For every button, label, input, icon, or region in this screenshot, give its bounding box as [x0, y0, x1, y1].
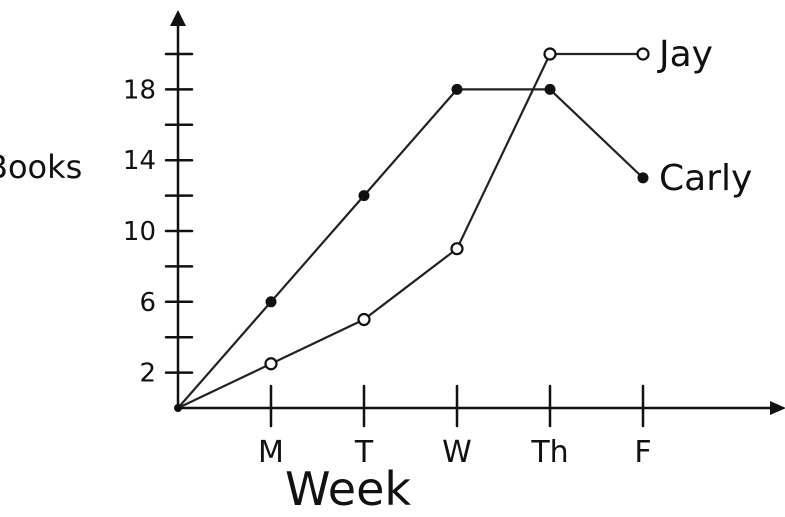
y-tick-label-14: 14: [123, 146, 156, 176]
data-point-jay-m: [264, 357, 278, 371]
series-line-carly: [177, 88, 644, 409]
x-axis-arrow-icon: [770, 401, 785, 415]
series-label-carly: Carly: [659, 158, 752, 199]
x-tick-label-th: Th: [530, 435, 568, 470]
labels: Week Books: [0, 148, 411, 516]
data-point-jay-t: [357, 312, 371, 327]
axes: [170, 10, 785, 415]
data-point-carly-m: [265, 296, 277, 308]
x-axis-title: Week: [285, 462, 411, 512]
y-tick-label-10: 10: [123, 217, 156, 247]
data-point-carly-f: [637, 172, 649, 184]
data-point-carly-th: [544, 83, 556, 95]
series-label-jay: Jay: [657, 34, 713, 75]
series: Jay Carly: [174, 34, 752, 412]
data-point-carly-w: [451, 83, 463, 95]
y-axis-arrow-icon: [170, 10, 186, 26]
series-line-jay: [177, 52, 643, 409]
data-point-jay-f: [636, 47, 650, 61]
origin-point: [174, 404, 182, 412]
y-tick-label-18: 18: [123, 75, 156, 105]
y-tick-label-2: 2: [139, 359, 156, 389]
y-axis-title: Books: [0, 148, 82, 186]
ticks: 2 6 10 14 18 M T W Th F: [123, 52, 652, 470]
x-tick-label-t: T: [354, 435, 374, 470]
x-tick-label-w: W: [442, 435, 472, 470]
x-tick-label-m: M: [258, 435, 284, 470]
x-tick-label-f: F: [634, 435, 651, 470]
data-point-carly-t: [358, 190, 370, 202]
data-point-jay-th: [543, 47, 557, 61]
y-tick-label-6: 6: [139, 288, 156, 318]
data-point-jay-w: [450, 242, 464, 256]
